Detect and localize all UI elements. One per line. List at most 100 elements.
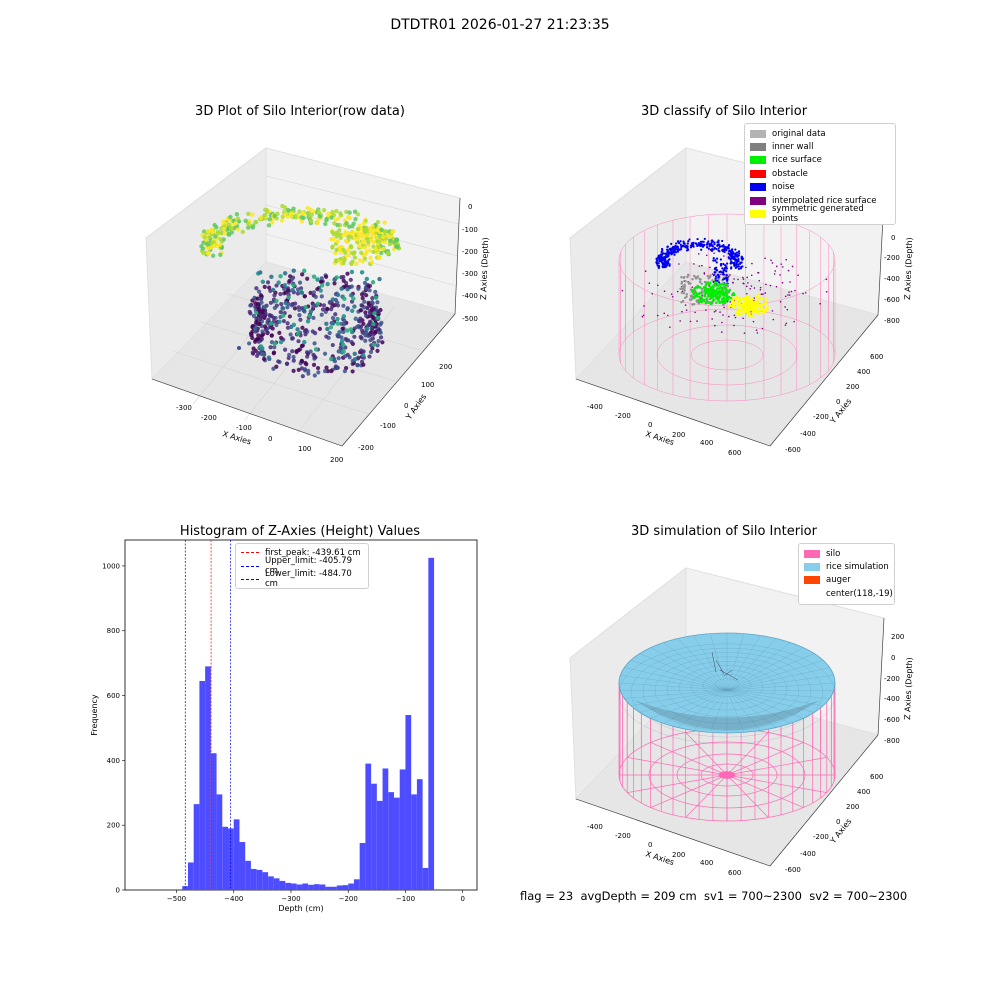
data-point	[731, 261, 735, 265]
data-point	[248, 303, 253, 308]
data-point	[315, 365, 321, 371]
data-point	[346, 253, 351, 258]
data-point	[680, 301, 683, 304]
data-point	[309, 218, 314, 224]
legend-label: Upper_limit: -405.79 cm	[265, 556, 353, 577]
x-tick: 0	[268, 435, 272, 443]
legend-label: interpolated rice surface	[772, 195, 877, 206]
data-point	[737, 267, 741, 270]
legend-item: symmetric generated points	[750, 204, 890, 224]
data-point	[709, 292, 713, 296]
data-point	[725, 295, 728, 298]
data-point	[735, 311, 738, 314]
data-point	[311, 304, 316, 309]
data-point	[658, 258, 661, 261]
data-point	[268, 300, 274, 305]
data-point	[318, 288, 323, 293]
data-point	[379, 227, 384, 233]
data-point	[215, 231, 220, 236]
x-tick: −300	[281, 895, 300, 903]
data-point	[324, 216, 329, 222]
data-point	[722, 262, 725, 266]
data-point	[717, 241, 720, 244]
data-point	[825, 278, 828, 281]
data-point	[359, 226, 364, 232]
data-point	[291, 268, 296, 273]
data-point	[325, 281, 330, 287]
histogram-legend: first_peak: -439.61 cm Upper_limit: -405…	[235, 543, 369, 589]
y-tick: -200	[813, 833, 829, 841]
data-point	[661, 266, 664, 269]
legend-item: obstacle	[750, 167, 890, 180]
data-point	[748, 300, 752, 303]
data-point	[322, 351, 328, 356]
data-point	[686, 242, 689, 245]
data-point	[272, 341, 277, 346]
data-point	[256, 306, 262, 311]
data-point	[285, 305, 290, 310]
z-tick: -400	[884, 695, 900, 703]
data-point	[315, 277, 320, 282]
data-point	[718, 295, 722, 298]
data-point	[363, 285, 368, 291]
data-point	[692, 292, 696, 296]
data-point	[759, 286, 762, 289]
data-point	[234, 212, 240, 217]
data-point	[709, 266, 711, 269]
data-point	[319, 294, 324, 299]
data-point	[750, 274, 753, 277]
data-point	[728, 250, 731, 253]
data-point	[339, 286, 344, 291]
data-point	[678, 241, 681, 245]
data-point	[373, 295, 379, 300]
data-point	[341, 247, 346, 252]
data-point	[666, 251, 669, 254]
data-point	[733, 314, 736, 317]
data-point	[663, 290, 666, 293]
data-point	[760, 293, 763, 296]
data-point	[784, 295, 787, 298]
data-point	[696, 320, 698, 322]
data-point	[719, 258, 722, 261]
data-point	[680, 291, 683, 295]
data-point	[212, 222, 217, 228]
data-point	[255, 336, 260, 342]
data-point	[736, 255, 739, 258]
data-point	[349, 340, 354, 345]
data-point	[661, 262, 664, 265]
data-point	[308, 309, 314, 314]
data-point	[337, 245, 342, 250]
histogram-bar	[205, 666, 211, 890]
data-point	[718, 244, 721, 247]
data-point	[352, 209, 358, 214]
data-point	[311, 362, 317, 368]
data-point	[330, 297, 336, 302]
histogram-bar	[422, 867, 429, 890]
data-point	[781, 281, 784, 284]
legend-swatch	[241, 578, 259, 580]
data-point	[736, 251, 739, 254]
data-point	[752, 305, 755, 308]
data-point	[281, 318, 286, 324]
data-point	[679, 240, 682, 243]
data-point	[334, 208, 339, 214]
data-point	[747, 282, 749, 284]
data-point	[738, 298, 742, 302]
data-point	[668, 263, 671, 266]
data-point	[771, 262, 774, 264]
data-point	[356, 286, 361, 291]
data-point	[345, 307, 350, 312]
data-point	[335, 300, 340, 305]
data-point	[299, 358, 304, 364]
data-point	[747, 311, 751, 315]
data-point	[727, 296, 731, 299]
histogram-bar	[296, 884, 303, 890]
data-point	[257, 321, 262, 327]
data-point	[716, 243, 719, 247]
data-point	[311, 352, 316, 357]
data-point	[338, 256, 343, 261]
data-point	[291, 358, 296, 363]
data-point	[775, 285, 778, 288]
data-point	[710, 243, 713, 246]
data-point	[354, 261, 359, 267]
